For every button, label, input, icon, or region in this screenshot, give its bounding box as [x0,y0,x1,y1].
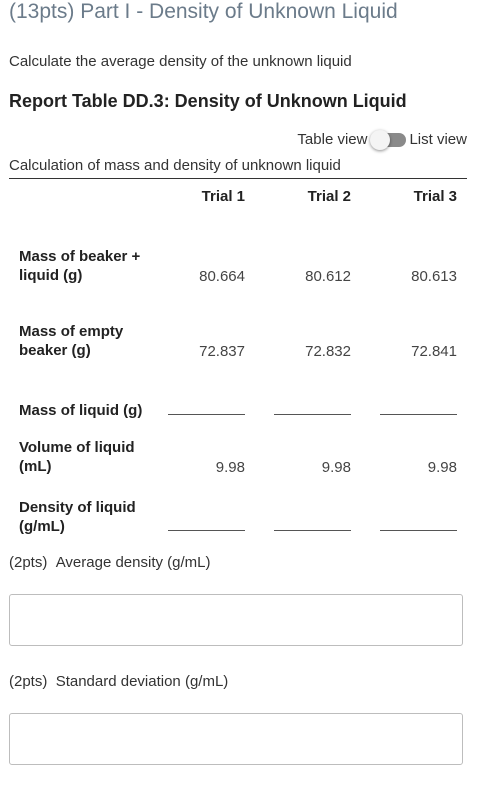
header-trial-1: Trial 1 [201,187,245,205]
row-label-mass-empty-beaker: Mass of empty beaker (g) [19,323,124,359]
mass-liquid-trial-2-input[interactable] [255,361,361,421]
input-line[interactable] [168,529,245,531]
row-label-volume-liquid: Volume of liquid (mL) [19,439,135,475]
cell-value: 9.98 [321,459,351,476]
points-label: (2pts) [9,554,48,571]
view-toggle-switch[interactable] [370,130,407,150]
toggle-knob [370,130,391,150]
cell-value: 80.664 [199,268,245,285]
list-view-label[interactable]: List view [409,130,467,148]
cell-value: 72.841 [411,343,457,360]
density-trial-3-input[interactable] [361,477,467,537]
points-label: (2pts) [9,673,48,690]
table-view-label[interactable]: Table view [297,130,368,148]
cell-value: 72.837 [199,343,245,360]
input-line[interactable] [380,529,457,531]
standard-deviation-input[interactable] [9,713,463,765]
input-line[interactable] [274,529,351,531]
row-label-density-liquid: Density of liquid (g/mL) [19,499,136,535]
table-row: Mass of empty beaker (g) 72.837 72.832 7… [9,286,467,361]
density-trial-1-input[interactable] [149,477,255,537]
input-line[interactable] [168,413,245,415]
average-density-input[interactable] [9,594,463,646]
cell-value: 9.98 [215,459,245,476]
row-label-mass-beaker-liquid: Mass of beaker + liquid (g) [19,248,141,284]
mass-liquid-trial-3-input[interactable] [361,361,467,421]
mass-liquid-trial-1-input[interactable] [149,361,255,421]
report-table-title: Report Table DD.3: Density of Unknown Li… [9,91,407,111]
table-row: Density of liquid (g/mL) [9,477,467,537]
density-table: Trial 1 Trial 2 Trial 3 Mass of beaker +… [9,183,467,537]
question-label: Average density (g/mL) [55,554,211,571]
table-row: Mass of beaker + liquid (g) 80.664 80.61… [9,207,467,286]
table-row: Mass of liquid (g) [9,361,467,421]
instructions-text: Calculate the average density of the unk… [9,53,352,70]
table-row: Volume of liquid (mL) 9.98 9.98 9.98 [9,421,467,477]
header-empty [9,183,149,207]
cell-value: 80.613 [411,268,457,285]
view-toggle: Table view List view [297,130,467,150]
question-label: Standard deviation (g/mL) [55,673,229,690]
input-line[interactable] [380,413,457,415]
section-title: (13pts) Part I - Density of Unknown Liqu… [9,0,398,23]
density-trial-2-input[interactable] [255,477,361,537]
cell-value: 72.832 [305,343,351,360]
cell-value: 80.612 [305,268,351,285]
standard-deviation-question: (2pts) Standard deviation (g/mL) [9,673,228,690]
header-trial-3: Trial 3 [413,187,457,205]
average-density-question: (2pts) Average density (g/mL) [9,554,211,571]
row-label-mass-liquid: Mass of liquid (g) [19,402,143,419]
table-caption: Calculation of mass and density of unkno… [9,157,467,179]
header-trial-2: Trial 2 [307,187,351,205]
cell-value: 9.98 [427,459,457,476]
input-line[interactable] [274,413,351,415]
table-header-row: Trial 1 Trial 2 Trial 3 [9,183,467,207]
